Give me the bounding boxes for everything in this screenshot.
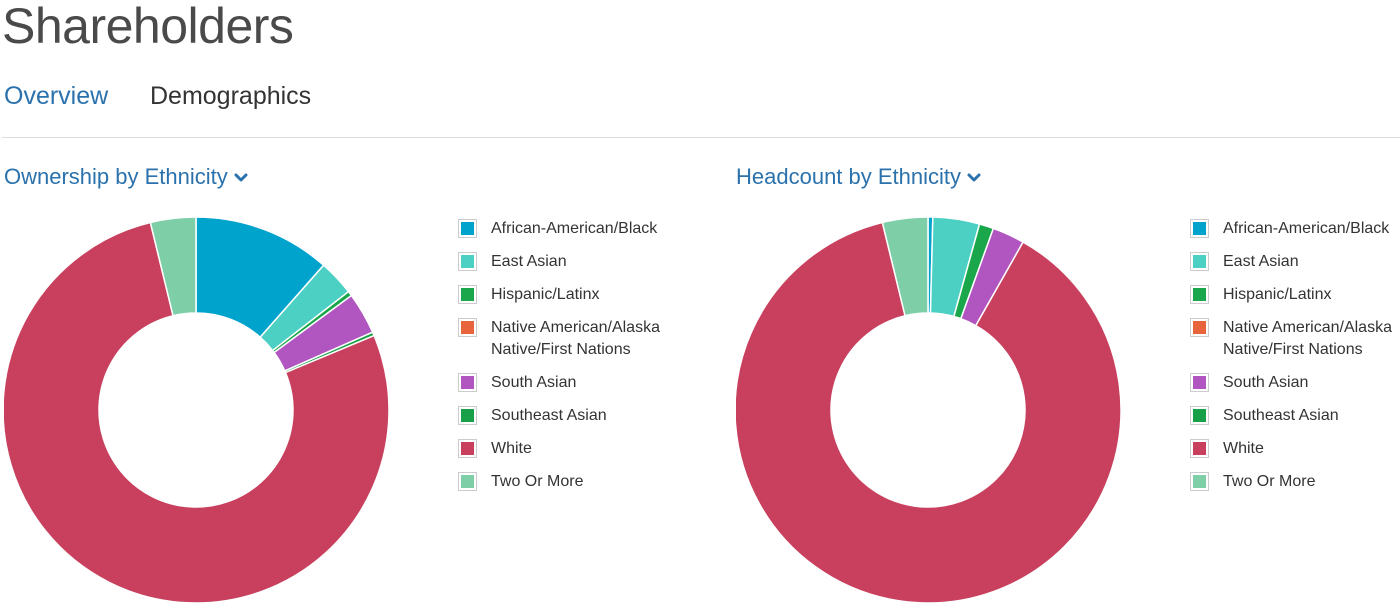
- legend-item-white[interactable]: White: [1191, 438, 1400, 460]
- legend-item-southeast-asian[interactable]: Southeast Asian: [1191, 405, 1400, 427]
- legend-swatch: [1191, 286, 1208, 303]
- slice-two-or-more[interactable]: [881, 216, 929, 317]
- legend-label: White: [1223, 440, 1264, 457]
- legend-item-hispanic-latinx[interactable]: Hispanic/Latinx: [459, 284, 711, 306]
- legend-label: Two Or More: [491, 473, 584, 490]
- legend-item-south-asian[interactable]: South Asian: [459, 372, 711, 394]
- legend-item-african-american-black[interactable]: African-American/Black: [1191, 218, 1400, 240]
- ownership-chart-selector[interactable]: Ownership by Ethnicity: [4, 160, 248, 194]
- legend-swatch: [1191, 220, 1208, 237]
- legend-label: East Asian: [491, 253, 567, 270]
- legend-item-east-asian[interactable]: East Asian: [1191, 251, 1400, 273]
- legend-swatch: [1191, 319, 1208, 336]
- legend-swatch: [459, 319, 476, 336]
- legend-swatch: [1191, 473, 1208, 490]
- tab-demographics[interactable]: Demographics: [150, 82, 312, 110]
- legend-swatch: [459, 440, 476, 457]
- legend-swatch: [459, 374, 476, 391]
- legend-label: South Asian: [1223, 374, 1309, 391]
- legend-item-two-or-more[interactable]: Two Or More: [1191, 471, 1400, 493]
- slice-white[interactable]: [4, 221, 390, 604]
- legend-swatch: [459, 220, 476, 237]
- legend-label: African-American/Black: [1223, 220, 1390, 237]
- slice-white[interactable]: [736, 221, 1122, 604]
- legend-item-hispanic-latinx[interactable]: Hispanic/Latinx: [1191, 284, 1400, 306]
- legend-item-native-american-alaska-native-first-nations[interactable]: Native American/Alaska Native/First Nati…: [1191, 317, 1400, 361]
- legend-label: White: [491, 440, 532, 457]
- legend-label: Native American/Alaska Native/First Nati…: [1223, 319, 1392, 358]
- legend-swatch: [1191, 407, 1208, 424]
- legend-label: East Asian: [1223, 253, 1299, 270]
- ownership-panel: Ownership by Ethnicity African-American/…: [4, 160, 684, 609]
- slice-two-or-more[interactable]: [149, 216, 197, 317]
- legend-label: Hispanic/Latinx: [491, 286, 600, 303]
- chevron-down-icon: [234, 173, 248, 183]
- headcount-legend: African-American/Black East Asian Hispanic…: [1191, 218, 1400, 504]
- legend-label: Southeast Asian: [491, 407, 607, 424]
- legend-item-east-asian[interactable]: East Asian: [459, 251, 711, 273]
- legend-swatch: [1191, 440, 1208, 457]
- ownership-legend: African-American/Black East Asian Hispanic…: [459, 218, 711, 504]
- legend-swatch: [459, 286, 476, 303]
- legend-swatch: [459, 407, 476, 424]
- legend-label: Native American/Alaska Native/First Nati…: [491, 319, 660, 358]
- headcount-panel: Headcount by Ethnicity African-American/…: [736, 160, 1400, 609]
- ownership-chart-title: Ownership by Ethnicity: [4, 164, 228, 189]
- legend-label: Two Or More: [1223, 473, 1316, 490]
- legend-item-white[interactable]: White: [459, 438, 711, 460]
- legend-item-african-american-black[interactable]: African-American/Black: [459, 218, 711, 240]
- headcount-donut-chart: [736, 216, 1122, 604]
- legend-swatch: [459, 473, 476, 490]
- legend-label: African-American/Black: [491, 220, 658, 237]
- legend-swatch: [1191, 374, 1208, 391]
- legend-item-south-asian[interactable]: South Asian: [1191, 372, 1400, 394]
- legend-swatch: [1191, 253, 1208, 270]
- page-title: Shareholders: [2, 0, 294, 54]
- divider: [2, 137, 1400, 138]
- headcount-chart-selector[interactable]: Headcount by Ethnicity: [736, 160, 981, 194]
- legend-item-two-or-more[interactable]: Two Or More: [459, 471, 711, 493]
- ownership-donut-chart: [4, 216, 390, 604]
- tab-overview[interactable]: Overview: [4, 82, 109, 110]
- legend-swatch: [459, 253, 476, 270]
- legend-label: Southeast Asian: [1223, 407, 1339, 424]
- legend-label: Hispanic/Latinx: [1223, 286, 1332, 303]
- legend-item-southeast-asian[interactable]: Southeast Asian: [459, 405, 711, 427]
- legend-item-native-american-alaska-native-first-nations[interactable]: Native American/Alaska Native/First Nati…: [459, 317, 711, 361]
- chevron-down-icon: [967, 173, 981, 183]
- legend-label: South Asian: [491, 374, 577, 391]
- headcount-chart-title: Headcount by Ethnicity: [736, 164, 962, 189]
